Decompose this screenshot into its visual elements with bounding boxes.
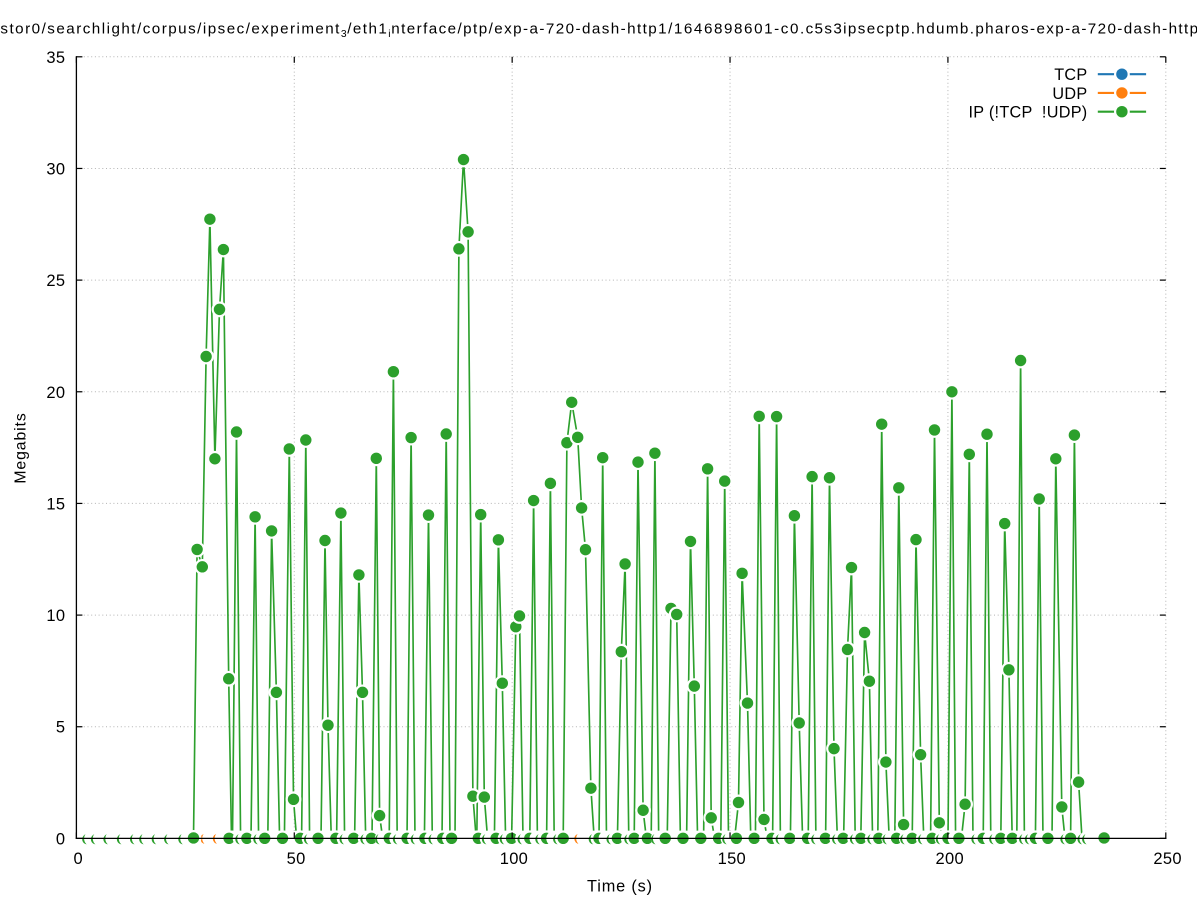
svg-text:0: 0 [56, 830, 65, 848]
svg-text:50: 50 [287, 850, 306, 868]
svg-text:200: 200 [936, 850, 964, 868]
svg-text:0: 0 [73, 850, 82, 868]
svg-text:35: 35 [46, 49, 65, 67]
svg-text:IP (!TCP !UDP): IP (!TCP !UDP) [968, 104, 1087, 122]
svg-text:5: 5 [56, 719, 65, 737]
svg-text:/stor0/searchlight/corpus/ipse: /stor0/searchlight/corpus/ipsec/experime… [0, 21, 1197, 40]
svg-text:Time (s): Time (s) [587, 877, 653, 895]
svg-text:15: 15 [46, 495, 65, 513]
svg-text:10: 10 [46, 607, 65, 625]
svg-text:30: 30 [46, 160, 65, 178]
svg-text:250: 250 [1153, 850, 1181, 868]
svg-text:UDP: UDP [1052, 85, 1087, 103]
svg-text:100: 100 [500, 850, 528, 868]
svg-text:TCP: TCP [1054, 66, 1087, 84]
svg-text:25: 25 [46, 272, 65, 290]
svg-text:20: 20 [46, 384, 65, 402]
svg-text:Megabits: Megabits [12, 412, 29, 483]
svg-text:150: 150 [718, 850, 746, 868]
